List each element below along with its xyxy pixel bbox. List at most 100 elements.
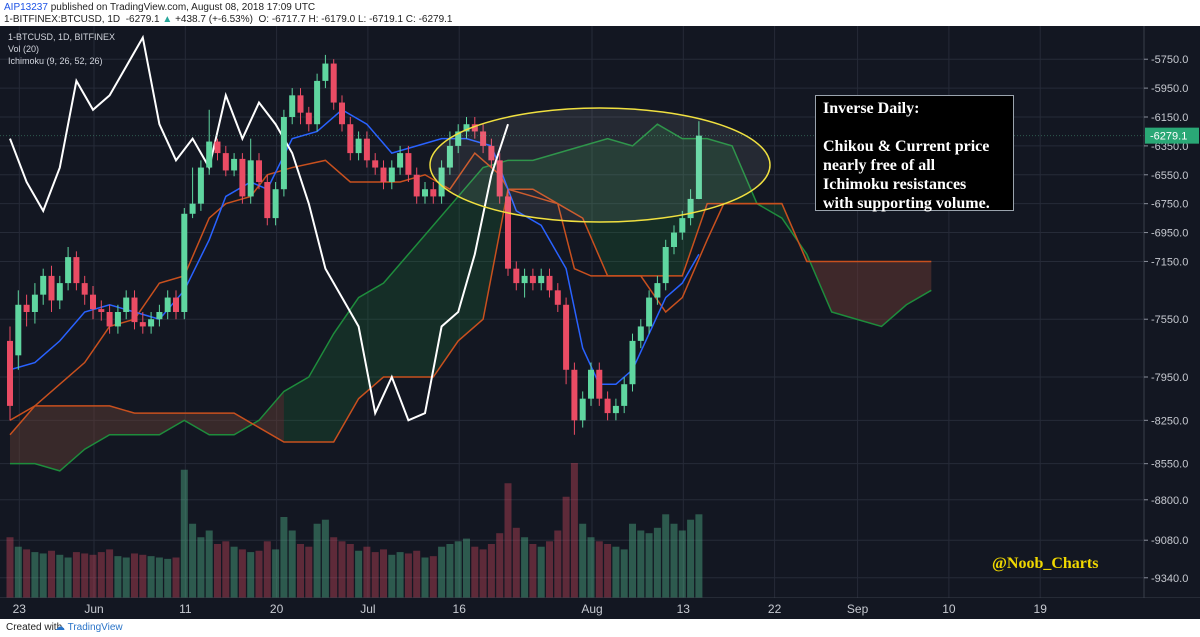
candle-body: [372, 160, 379, 168]
volume-bar: [380, 549, 387, 598]
brand-name: TradingView: [67, 622, 123, 633]
time-axis-bg: [0, 598, 1200, 619]
volume-bar: [23, 549, 31, 598]
candle-body: [496, 160, 503, 197]
candle-body: [388, 167, 395, 182]
candle-body: [23, 304, 30, 312]
volume-bar: [197, 537, 205, 598]
volume-bar: [463, 538, 470, 598]
annotation-title: Inverse Daily:: [823, 100, 920, 117]
price-tick-label: -9340.0: [1151, 573, 1188, 585]
volume-bar: [521, 537, 529, 598]
candle-body: [106, 312, 113, 327]
candle-body: [380, 167, 387, 182]
symbol-label: 1-BITFINEX:BTCUSD, 1D: [4, 14, 121, 25]
candle-body: [339, 102, 345, 125]
candle-body: [662, 247, 669, 284]
volume-bar: [512, 527, 520, 598]
annotation-box: Inverse Daily: Chikou & Current price ne…: [815, 95, 1014, 212]
annotation-line: Ichimoku resistances: [823, 176, 967, 193]
candle-body: [197, 167, 204, 204]
candle-body: [471, 124, 478, 132]
created-with-label: Created with: [6, 622, 63, 633]
volume-bar: [454, 541, 462, 598]
volume-bar: [114, 556, 122, 598]
tradingview-logo[interactable]: ☁ TradingView: [55, 622, 123, 633]
volume-bar: [504, 483, 512, 598]
volume-bar: [695, 514, 703, 598]
volume-bar: [404, 553, 412, 598]
volume-bar: [238, 549, 246, 598]
price-tick-label: -7550.0: [1151, 314, 1188, 326]
candle-body: [347, 124, 354, 154]
candle-body: [355, 138, 362, 154]
volume-bar: [139, 554, 147, 598]
price-tick-label: -6150.0: [1151, 112, 1188, 124]
price-change: +438.7 (+-6.53%): [175, 14, 253, 25]
volume-bar: [147, 556, 155, 598]
volume-bar: [330, 537, 338, 598]
time-tick-label: Jun: [84, 602, 103, 616]
volume-bar: [629, 523, 636, 598]
candle-body: [422, 189, 428, 197]
volume-bar: [554, 530, 562, 598]
candle-body: [139, 322, 146, 327]
volume-bar: [396, 552, 404, 598]
volume-bar: [89, 554, 97, 598]
volume-bar: [272, 549, 280, 598]
chikou-line: [9, 34, 509, 422]
candle-body: [114, 312, 121, 327]
candle-body: [604, 398, 611, 414]
volume-bar: [446, 544, 454, 598]
volume-bar: [562, 496, 570, 598]
volume-bar: [371, 552, 379, 598]
time-axis: 23 Jun 11 20 Jul 16 Aug 13 22 Sep 10 19: [0, 597, 1200, 619]
candle-body: [322, 63, 329, 81]
volume-bar: [570, 463, 578, 598]
volume-bar: [14, 546, 22, 598]
volume-bar: [388, 554, 396, 598]
price-tick-label: -6350.0: [1151, 141, 1188, 153]
candle-body: [56, 283, 63, 301]
publisher-username[interactable]: AIP13237: [4, 2, 48, 13]
candle-body: [463, 124, 470, 132]
candle-body: [629, 340, 636, 385]
volume-bar: [487, 544, 495, 598]
volume-bar: [429, 556, 437, 598]
candle-body: [222, 153, 229, 171]
volume-bar: [313, 523, 321, 598]
publish-header: AIP13237 published on TradingView.com, A…: [0, 0, 1200, 26]
candle-body: [405, 153, 412, 175]
volume-bar: [645, 533, 653, 598]
candle-body: [40, 275, 47, 295]
candle-body: [173, 297, 179, 312]
price-tick-label: -7950.0: [1151, 372, 1188, 384]
tenkan-line: [9, 108, 700, 385]
candle-body: [181, 213, 188, 312]
volume-bar: [346, 544, 354, 598]
time-tick-label: 16: [453, 602, 467, 616]
volume-bar: [662, 514, 670, 598]
candle-body: [148, 319, 155, 327]
candle-body: [579, 398, 586, 421]
volume-bar: [413, 550, 421, 598]
candle-body: [98, 309, 105, 312]
candle-body: [671, 232, 677, 247]
current-price-label: -6279.1: [1150, 131, 1187, 143]
volume-bar: [64, 557, 72, 598]
volume-bar: [670, 523, 678, 598]
legend-symbol: 1-BTCUSD, 1D, BITFINEX: [8, 32, 116, 42]
volume-bar: [321, 519, 329, 598]
time-tick-label: 19: [1034, 602, 1048, 616]
price-axis: -5750.0 -5950.0 -6150.0 -6350.0 -6550.0 -6750…: [1143, 26, 1200, 598]
candle-body: [131, 297, 138, 323]
candle-body: [505, 196, 511, 269]
candle-body: [297, 95, 304, 113]
volume-bar: [81, 553, 89, 598]
price-tick-label: -7150.0: [1151, 256, 1188, 268]
volume-bar: [263, 541, 271, 598]
volume-bar: [164, 558, 172, 598]
candle-body: [455, 131, 462, 146]
volume-bar: [122, 557, 130, 598]
